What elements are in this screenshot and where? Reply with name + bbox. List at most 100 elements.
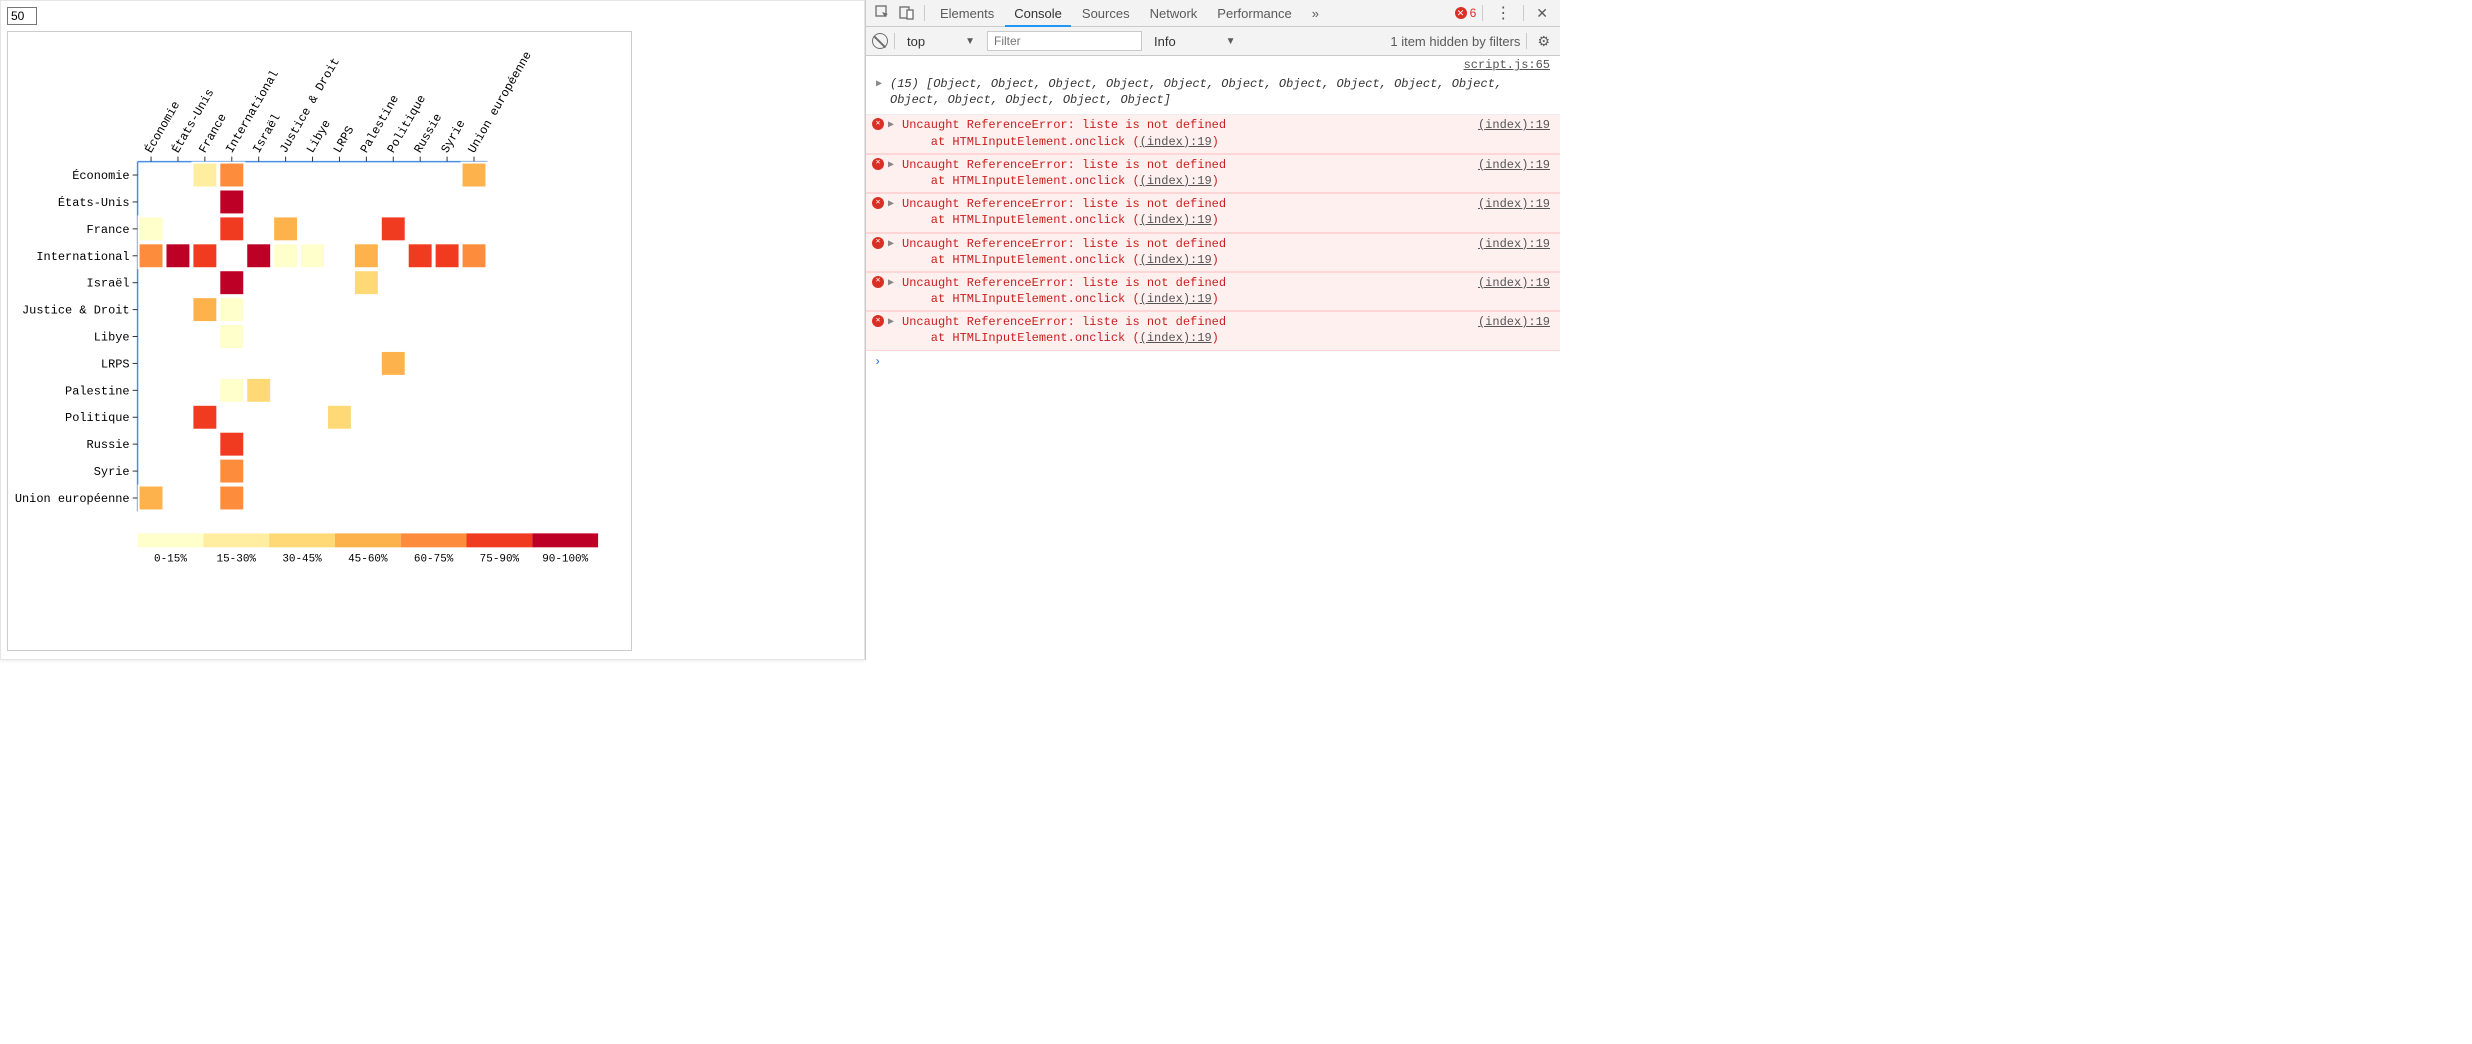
separator	[1526, 33, 1527, 49]
device-toggle-icon[interactable]	[896, 2, 918, 24]
tab-network[interactable]: Network	[1141, 0, 1207, 27]
error-row[interactable]: ✕ ▶ (index):19Uncaught ReferenceError: lis…	[866, 233, 1560, 272]
svg-text:Libye: Libye	[304, 118, 334, 156]
separator	[894, 33, 895, 49]
error-icon: ✕	[872, 158, 884, 170]
console-toolbar: top ▼ Info ▼ 1 item hidden by filters ⚙	[866, 27, 1560, 56]
context-select[interactable]: top ▼	[901, 31, 981, 51]
error-icon: ✕	[872, 197, 884, 209]
svg-text:Palestine: Palestine	[65, 384, 130, 398]
error-row[interactable]: ✕ ▶ (index):19Uncaught ReferenceError: lis…	[866, 193, 1560, 232]
error-location-link[interactable]: (index):19	[1140, 174, 1212, 188]
error-row[interactable]: ✕ ▶ (index):19Uncaught ReferenceError: lis…	[866, 154, 1560, 193]
svg-text:Justice & Droit: Justice & Droit	[22, 304, 130, 318]
error-source-link[interactable]: (index):19	[1478, 314, 1550, 330]
svg-text:Israël: Israël	[87, 277, 130, 291]
tab-elements[interactable]: Elements	[931, 0, 1003, 27]
error-location-link[interactable]: (index):19	[1140, 213, 1212, 227]
error-message: Uncaught ReferenceError: liste is not de…	[890, 314, 1552, 346]
chevron-down-icon: ▼	[1226, 36, 1236, 47]
svg-text:LRPS: LRPS	[331, 124, 357, 156]
expand-icon[interactable]: ▶	[888, 159, 894, 173]
close-icon[interactable]: ✕	[1530, 5, 1554, 22]
error-count: 6	[1470, 6, 1477, 20]
expand-icon[interactable]: ▶	[876, 78, 882, 92]
svg-text:90-100%: 90-100%	[542, 553, 588, 565]
context-label: top	[907, 34, 925, 49]
error-icon: ✕	[872, 276, 884, 288]
clear-console-icon[interactable]	[872, 33, 888, 49]
level-label: Info	[1154, 34, 1176, 49]
error-count-badge[interactable]: ✕ 6	[1455, 6, 1477, 20]
console-prompt[interactable]: ›	[866, 351, 1560, 373]
svg-text:Syrie: Syrie	[438, 118, 468, 156]
source-link[interactable]: script.js:65	[1464, 58, 1550, 72]
error-source-link[interactable]: (index):19	[1478, 275, 1550, 291]
error-icon: ✕	[1455, 7, 1467, 19]
svg-text:LRPS: LRPS	[101, 357, 130, 371]
svg-text:Libye: Libye	[94, 331, 130, 345]
error-row[interactable]: ✕ ▶ (index):19Uncaught ReferenceError: lis…	[866, 272, 1560, 311]
error-row[interactable]: ✕ ▶ (index):19Uncaught ReferenceError: lis…	[866, 311, 1560, 350]
threshold-input[interactable]	[7, 7, 37, 25]
error-location-link[interactable]: (index):19	[1140, 253, 1212, 267]
error-icon: ✕	[872, 237, 884, 249]
tab-console[interactable]: Console	[1005, 0, 1071, 27]
source-link-row: script.js:65	[866, 56, 1560, 74]
error-source-link[interactable]: (index):19	[1478, 117, 1550, 133]
error-message: Uncaught ReferenceError: liste is not de…	[890, 275, 1552, 307]
error-message: Uncaught ReferenceError: liste is not de…	[890, 157, 1552, 189]
error-location-link[interactable]: (index):19	[1140, 292, 1212, 306]
console-body: script.js:65 ▶ (15) [Object, Object, Obj…	[866, 56, 1560, 373]
level-select[interactable]: Info ▼	[1148, 31, 1242, 51]
svg-text:45-60%: 45-60%	[348, 553, 388, 565]
hidden-items-info: 1 item hidden by filters	[1390, 34, 1520, 49]
svg-text:0-15%: 0-15%	[154, 553, 187, 565]
expand-icon[interactable]: ▶	[888, 238, 894, 252]
gear-icon[interactable]: ⚙	[1533, 33, 1554, 50]
error-icon: ✕	[872, 118, 884, 130]
log-row[interactable]: ▶ (15) [Object, Object, Object, Object, …	[866, 74, 1560, 115]
error-source-link[interactable]: (index):19	[1478, 196, 1550, 212]
expand-icon[interactable]: ▶	[888, 316, 894, 330]
svg-text:Syrie: Syrie	[94, 465, 130, 479]
svg-text:International: International	[36, 250, 129, 264]
left-panel: ÉconomieÉtats-UnisFranceInternationalIsr…	[0, 0, 865, 660]
inspect-icon[interactable]	[872, 2, 894, 24]
error-location-link[interactable]: (index):19	[1140, 331, 1212, 345]
svg-text:Union européenne: Union européenne	[465, 49, 535, 155]
log-message: (15) [Object, Object, Object, Object, Ob…	[890, 77, 1502, 107]
svg-text:60-75%: 60-75%	[414, 553, 454, 565]
separator	[924, 5, 925, 21]
error-source-link[interactable]: (index):19	[1478, 236, 1550, 252]
svg-text:Russie: Russie	[87, 438, 130, 452]
expand-icon[interactable]: ▶	[888, 198, 894, 212]
chevron-down-icon: ▼	[965, 36, 975, 47]
svg-text:15-30%: 15-30%	[217, 553, 257, 565]
filter-input[interactable]	[987, 31, 1142, 51]
svg-text:Politique: Politique	[65, 411, 130, 425]
svg-text:75-90%: 75-90%	[480, 553, 520, 565]
tab-sources[interactable]: Sources	[1073, 0, 1139, 27]
kebab-icon[interactable]: ⋮	[1489, 3, 1517, 23]
devtools-tabbar: Elements Console Sources Network Perform…	[866, 0, 1560, 27]
error-message: Uncaught ReferenceError: liste is not de…	[890, 236, 1552, 268]
expand-icon[interactable]: ▶	[888, 119, 894, 133]
svg-text:Union européenne: Union européenne	[15, 492, 130, 506]
svg-text:Économie: Économie	[72, 168, 129, 183]
error-location-link[interactable]: (index):19	[1140, 135, 1212, 149]
expand-icon[interactable]: ▶	[888, 277, 894, 291]
error-message: Uncaught ReferenceError: liste is not de…	[890, 196, 1552, 228]
error-message: Uncaught ReferenceError: liste is not de…	[890, 117, 1552, 149]
tab-overflow[interactable]: »	[1303, 0, 1328, 27]
devtools-panel: Elements Console Sources Network Perform…	[865, 0, 1560, 660]
tab-performance[interactable]: Performance	[1208, 0, 1300, 27]
error-icon: ✕	[872, 315, 884, 327]
separator	[1482, 5, 1483, 21]
separator	[1523, 5, 1524, 21]
svg-text:30-45%: 30-45%	[282, 553, 322, 565]
error-source-link[interactable]: (index):19	[1478, 157, 1550, 173]
error-row[interactable]: ✕ ▶ (index):19Uncaught ReferenceError: lis…	[866, 115, 1560, 153]
heatmap-chart: ÉconomieÉtats-UnisFranceInternationalIsr…	[7, 31, 632, 651]
svg-text:États-Unis: États-Unis	[58, 195, 130, 210]
